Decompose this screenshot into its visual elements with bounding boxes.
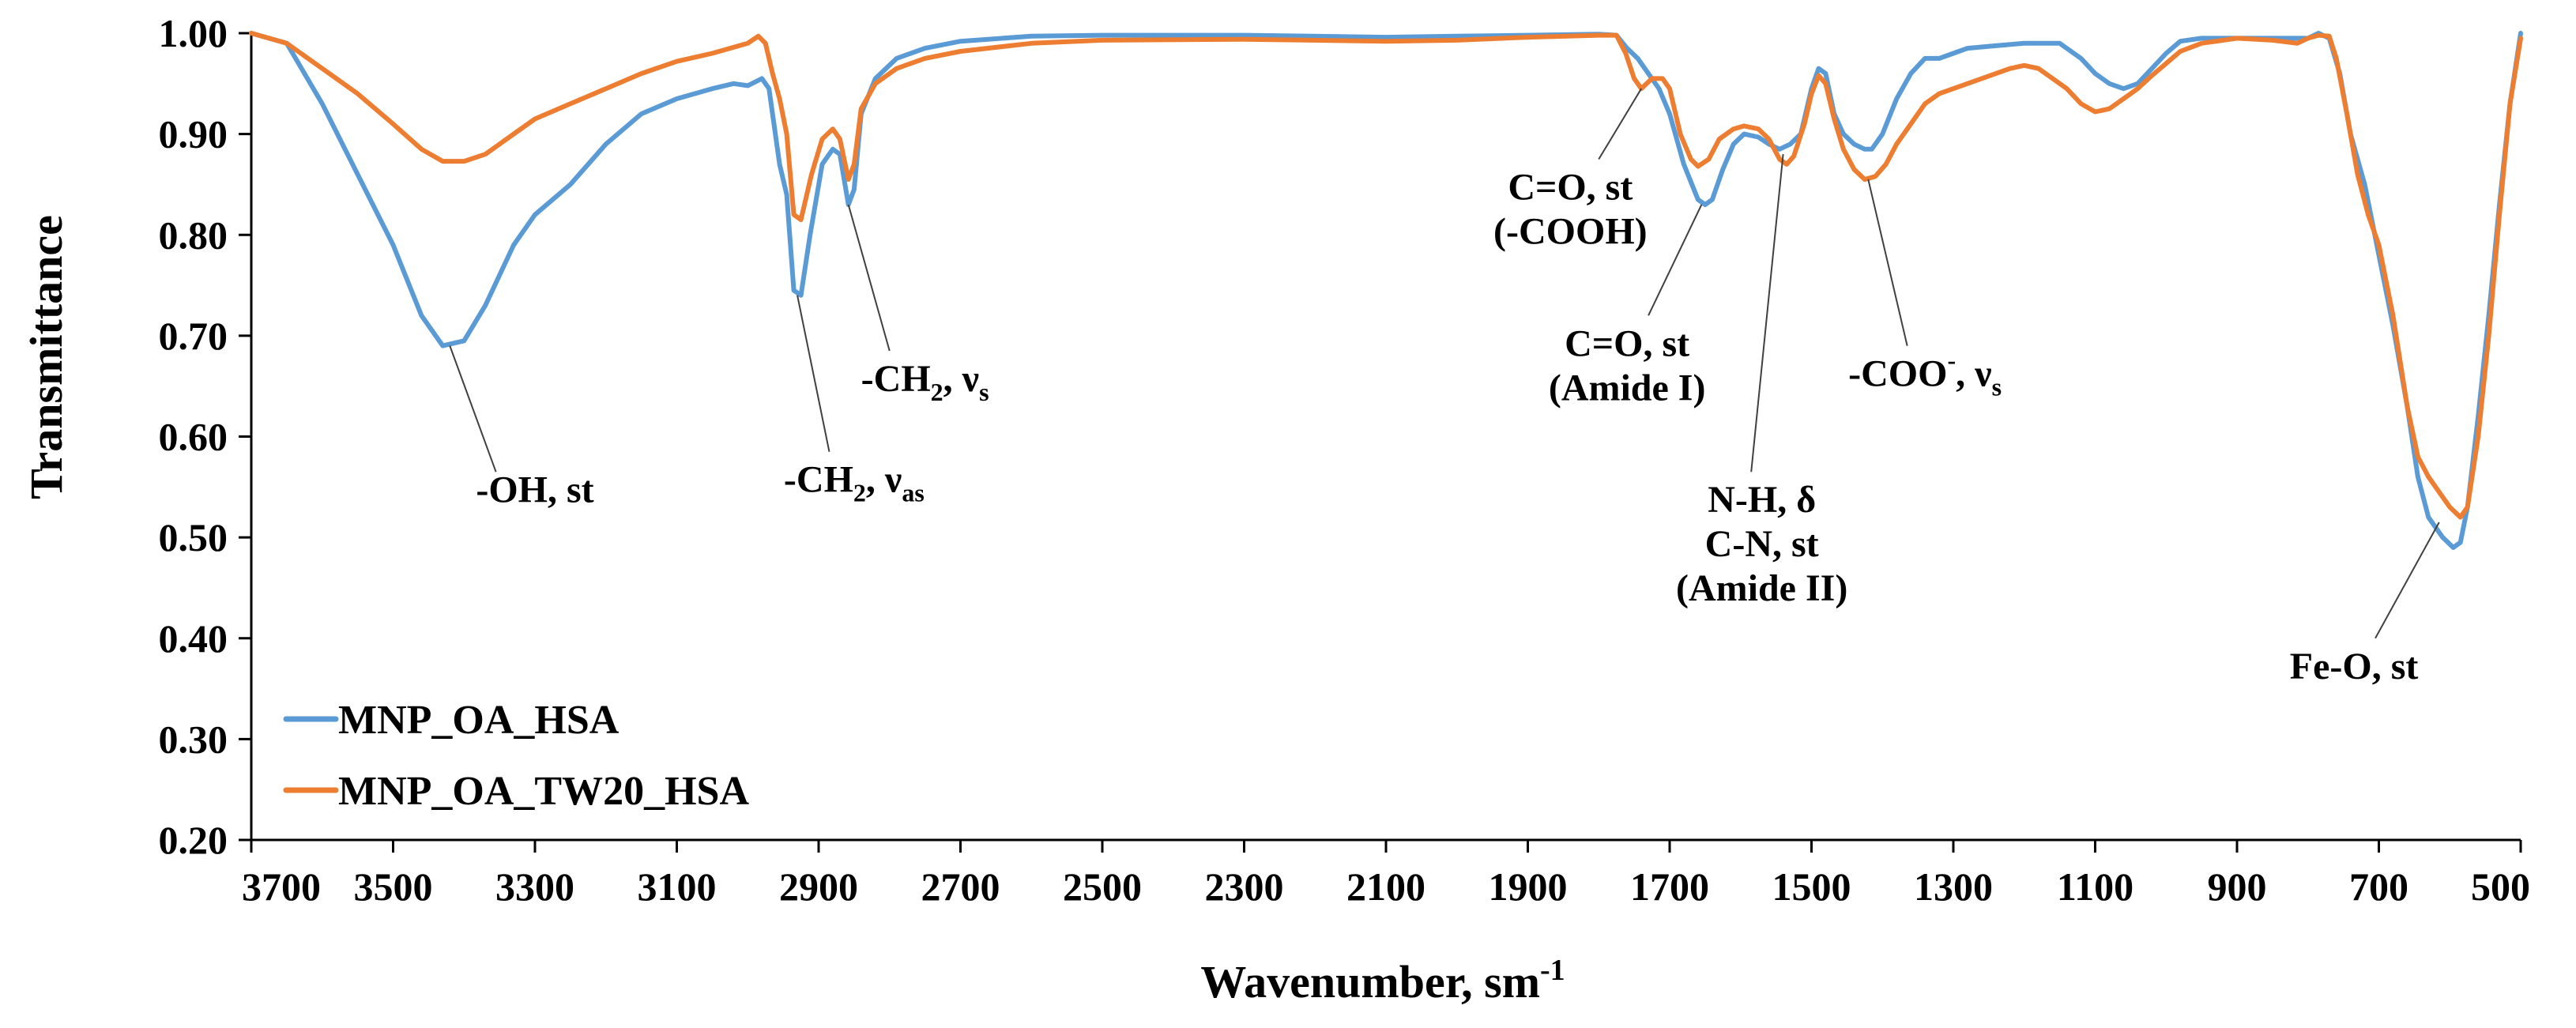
annotation-label: C=O, st	[1565, 322, 1689, 364]
annotation: -COO-, νs	[1848, 179, 2002, 401]
annotation-leader-line	[797, 295, 830, 452]
x-tick-label: 2700	[921, 864, 1000, 909]
annotation-leader-line	[1598, 88, 1642, 160]
legend-label: MNP_OA_HSA	[338, 698, 620, 743]
legend-label: MNP_OA_TW20_HSA	[338, 769, 749, 814]
y-tick-label: 0.70	[159, 314, 228, 358]
x-tick-label: 1300	[1914, 864, 1993, 909]
series-layer	[249, 31, 2523, 550]
x-axis-title-sup: -1	[1540, 954, 1565, 987]
y-tick-label: 0.60	[159, 415, 228, 459]
x-tick-label: 500	[2471, 864, 2530, 909]
x-tick-label: 3500	[354, 864, 433, 909]
annotation-label: C-N, st	[1705, 523, 1819, 565]
annotation-label-part: -CH	[784, 459, 853, 501]
annotation-label: -COO-, νs	[1848, 346, 2002, 401]
x-tick-label: 2500	[1063, 864, 1142, 909]
y-tick-label: 0.30	[159, 717, 228, 761]
axes-layer: 0.20 0.30 0.40 0.50 0.60 0.70 0.80 0.90 1.00 3700…	[159, 11, 2531, 909]
annotation: Fe-O, st	[2290, 522, 2440, 687]
annotation-label-part: s	[1992, 373, 2002, 401]
y-tick-label: 0.40	[159, 616, 228, 661]
annotation-label: Fe-O, st	[2290, 646, 2419, 687]
x-tick-label: 1100	[2057, 864, 2133, 909]
annotation-label-part: 2	[853, 479, 866, 507]
x-axis-title: Wavenumber, sm-1	[1200, 954, 1565, 1007]
x-tick-label: 1900	[1489, 864, 1568, 909]
annotation-leader-line	[1648, 204, 1703, 316]
annotation-label-part: -COO	[1848, 353, 1947, 395]
annotation-label: C=O, st	[1508, 167, 1633, 209]
x-tick-label: 1700	[1630, 864, 1709, 909]
annotation: -OH, st	[449, 345, 594, 510]
annotations-layer: -OH, st -CH2, νas-CH2, νsC=O, st(-COOH)C=…	[449, 88, 2440, 687]
x-tick-label: 1500	[1772, 864, 1851, 909]
annotation-label: -CH2, νas	[784, 459, 925, 507]
x-tick-label: 3100	[638, 864, 717, 909]
y-tick-label: 0.80	[159, 213, 228, 257]
x-tick-label: 900	[2208, 864, 2267, 909]
annotation-label: N-H, δ	[1708, 479, 1816, 521]
legend: MNP_OA_HSA MNP_OA_TW20_HSA	[283, 698, 749, 814]
annotation-label-part: -	[1947, 346, 1956, 375]
annotation: -CH2, νas	[784, 295, 925, 507]
annotation-leader-line	[2375, 522, 2440, 639]
y-tick-label: 1.00	[159, 11, 228, 55]
annotation: C=O, st(Amide I)	[1549, 204, 1706, 409]
annotation-label: -CH2, νs	[861, 358, 989, 406]
x-axis-title-main: Wavenumber, sm	[1200, 956, 1540, 1007]
x-tick-label: 2300	[1205, 864, 1284, 909]
annotation-label-part: , ν	[1956, 353, 1991, 395]
annotation-leader-line	[1867, 179, 1908, 346]
annotation-leader-line	[1750, 154, 1784, 473]
x-tick-label: 700	[2349, 864, 2408, 909]
annotation: -CH2, νs	[847, 204, 989, 406]
y-axis-title: Transmittance	[21, 215, 72, 499]
annotation-label: (Amide I)	[1549, 367, 1706, 409]
annotation-label-part: , ν	[866, 459, 902, 501]
x-tick-label: 2100	[1346, 864, 1425, 909]
series-line-mnp-oa-tw20-hsa	[249, 31, 2523, 520]
annotation-leader-line	[449, 345, 497, 473]
annotation-label: -OH, st	[476, 469, 593, 510]
annotation-leader-line	[847, 204, 891, 352]
y-tick-label: 0.20	[159, 818, 228, 862]
annotation-label-part: s	[979, 378, 989, 406]
annotation-label-part: , ν	[943, 358, 979, 400]
y-tick-label: 0.50	[159, 515, 228, 559]
annotation: N-H, δC-N, st(Amide II)	[1676, 154, 1847, 609]
x-tick-label: 3700	[242, 864, 321, 909]
annotation-label-part: 2	[931, 378, 943, 406]
annotation-label: (Amide II)	[1676, 567, 1847, 609]
x-tick-label: 2900	[779, 864, 858, 909]
y-tick-label: 0.90	[159, 112, 228, 156]
annotation-label-part: -CH	[861, 358, 931, 400]
annotation-label: (-COOH)	[1493, 211, 1648, 253]
x-tick-label: 3300	[495, 864, 574, 909]
annotation-label-part: as	[902, 479, 924, 507]
annotation: C=O, st(-COOH)	[1493, 88, 1648, 253]
